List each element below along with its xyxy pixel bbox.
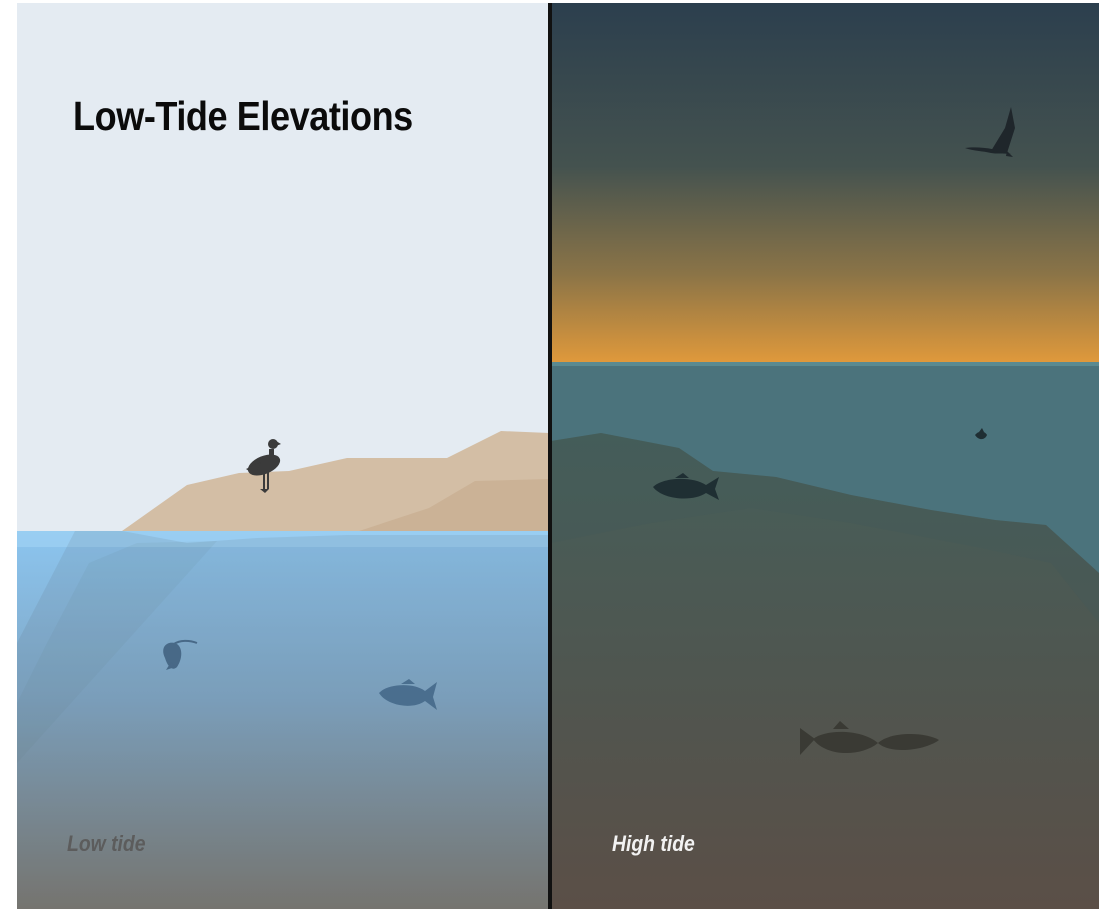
high-tide-surface — [551, 362, 1099, 366]
low-tide-panel: Low tide — [17, 3, 549, 909]
page-title: Low-Tide Elevations — [73, 93, 413, 139]
anglerfish-icon — [163, 639, 198, 670]
bird-standing-icon — [246, 439, 281, 493]
high-tide-sky — [551, 3, 1099, 365]
low-tide-scene — [17, 3, 549, 909]
high-tide-label: High tide — [612, 831, 695, 856]
low-tide-label: Low tide — [67, 831, 146, 856]
fish-icon — [800, 721, 939, 755]
low-tide-seabed — [17, 531, 549, 909]
low-tide-surface — [17, 531, 549, 547]
small-fish-icon — [975, 428, 987, 440]
bird-flying-icon — [965, 107, 1015, 157]
high-tide-scene — [551, 3, 1099, 909]
high-tide-panel: High tide — [551, 3, 1099, 909]
low-tide-land-shade — [347, 479, 549, 535]
fish-icon — [653, 473, 719, 500]
panel-divider — [548, 3, 552, 909]
high-tide-seabed — [551, 433, 1099, 909]
low-tide-seabed-shade — [17, 541, 217, 763]
low-tide-water — [17, 531, 549, 909]
fish-icon — [379, 679, 437, 710]
